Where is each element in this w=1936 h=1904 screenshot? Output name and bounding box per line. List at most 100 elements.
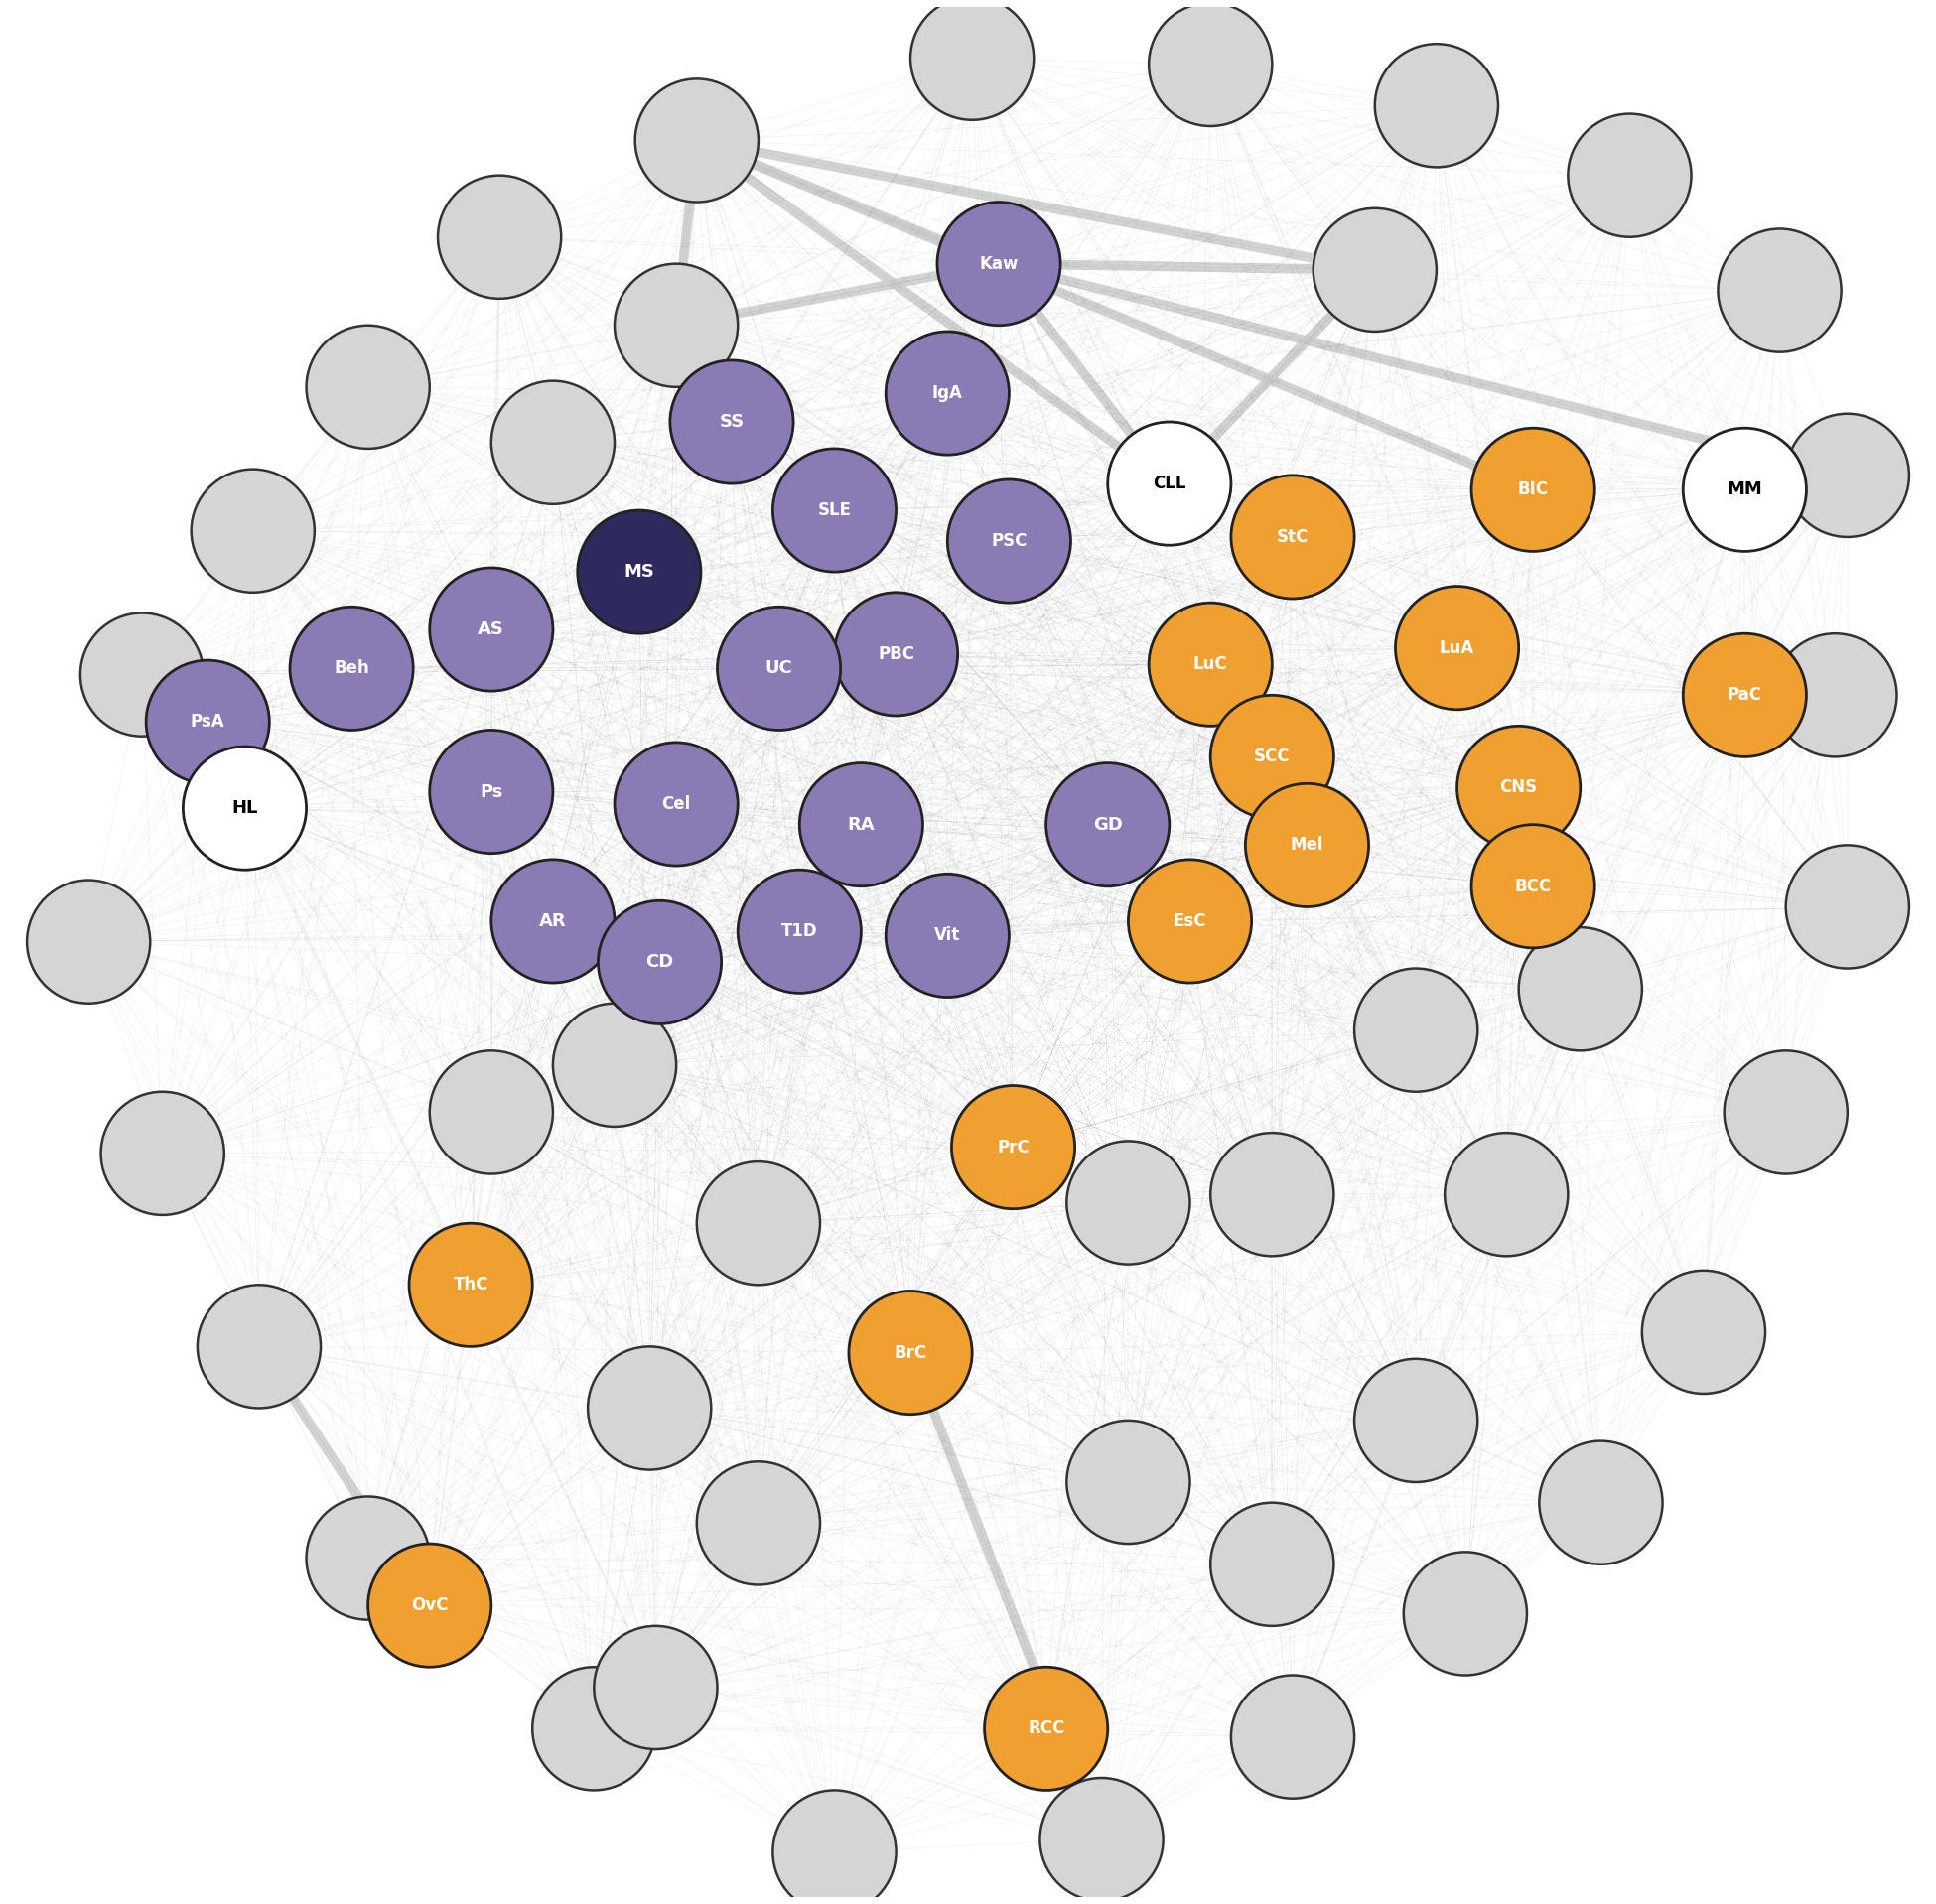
Circle shape: [1642, 1270, 1766, 1394]
Text: BIC: BIC: [1518, 482, 1549, 499]
Circle shape: [1355, 1359, 1477, 1481]
Circle shape: [594, 1626, 718, 1750]
Circle shape: [697, 1161, 821, 1285]
Text: IgA: IgA: [931, 385, 962, 402]
Circle shape: [1210, 1133, 1334, 1257]
Text: SLE: SLE: [817, 501, 852, 520]
Text: PaC: PaC: [1727, 685, 1762, 704]
Circle shape: [101, 1091, 225, 1215]
Circle shape: [577, 510, 701, 634]
Circle shape: [368, 1544, 492, 1668]
Text: Beh: Beh: [333, 659, 370, 678]
Text: EsC: EsC: [1173, 912, 1206, 931]
Text: Cel: Cel: [662, 796, 691, 813]
Circle shape: [718, 607, 840, 729]
Circle shape: [614, 265, 738, 387]
Text: SS: SS: [718, 413, 743, 430]
Circle shape: [430, 729, 554, 853]
Text: Kaw: Kaw: [980, 255, 1018, 272]
Circle shape: [1682, 634, 1806, 756]
Circle shape: [800, 764, 923, 885]
Circle shape: [1040, 1778, 1164, 1902]
Circle shape: [1313, 208, 1437, 331]
Text: HL: HL: [232, 800, 257, 817]
Circle shape: [670, 360, 794, 484]
Circle shape: [79, 613, 203, 737]
Text: CNS: CNS: [1500, 779, 1537, 796]
Text: MS: MS: [623, 564, 654, 581]
Circle shape: [887, 331, 1009, 455]
Text: MM: MM: [1727, 482, 1762, 499]
Text: PrC: PrC: [997, 1139, 1030, 1156]
Circle shape: [1682, 428, 1806, 552]
Circle shape: [635, 78, 759, 202]
Circle shape: [1717, 228, 1841, 352]
Circle shape: [1245, 784, 1369, 906]
Text: Vit: Vit: [935, 927, 960, 944]
Circle shape: [290, 607, 412, 729]
Circle shape: [1231, 476, 1355, 598]
Circle shape: [738, 870, 862, 994]
Circle shape: [1518, 927, 1642, 1051]
Circle shape: [910, 0, 1034, 120]
Text: CLL: CLL: [1152, 474, 1187, 493]
Circle shape: [1773, 634, 1897, 756]
Circle shape: [1471, 824, 1595, 948]
Text: BrC: BrC: [894, 1344, 927, 1361]
Text: GD: GD: [1094, 815, 1123, 834]
Circle shape: [614, 743, 738, 866]
Circle shape: [492, 859, 614, 982]
Text: OvC: OvC: [410, 1596, 449, 1615]
Circle shape: [192, 468, 314, 592]
Circle shape: [848, 1291, 972, 1415]
Circle shape: [772, 449, 896, 571]
Circle shape: [306, 1497, 430, 1620]
Circle shape: [1107, 423, 1231, 545]
Circle shape: [1148, 604, 1272, 725]
Circle shape: [1148, 2, 1272, 126]
Circle shape: [1444, 1133, 1568, 1257]
Circle shape: [1458, 725, 1580, 849]
Circle shape: [1210, 1502, 1334, 1626]
Text: RA: RA: [848, 815, 875, 834]
Circle shape: [1067, 1140, 1191, 1264]
Circle shape: [1129, 859, 1251, 982]
Text: LuC: LuC: [1193, 655, 1227, 674]
Circle shape: [1396, 586, 1518, 710]
Circle shape: [983, 1668, 1107, 1790]
Circle shape: [145, 661, 269, 784]
Circle shape: [1210, 695, 1334, 819]
Circle shape: [554, 1003, 676, 1127]
Text: CD: CD: [647, 954, 674, 971]
Text: PsA: PsA: [190, 712, 225, 731]
Circle shape: [937, 202, 1061, 326]
Text: Ps: Ps: [480, 783, 503, 802]
Circle shape: [438, 175, 561, 299]
Circle shape: [27, 880, 151, 1003]
Circle shape: [1045, 764, 1169, 885]
Circle shape: [492, 381, 614, 505]
Circle shape: [1725, 1051, 1847, 1175]
Circle shape: [953, 1085, 1074, 1209]
Circle shape: [1471, 428, 1595, 552]
Circle shape: [430, 1051, 554, 1175]
Text: T1D: T1D: [782, 923, 817, 941]
Circle shape: [834, 592, 958, 716]
Text: BCC: BCC: [1514, 878, 1551, 895]
Circle shape: [532, 1668, 656, 1790]
Circle shape: [1568, 114, 1692, 236]
Circle shape: [1785, 845, 1909, 969]
Circle shape: [1404, 1552, 1528, 1676]
Circle shape: [1231, 1676, 1355, 1799]
Circle shape: [184, 746, 306, 870]
Text: AS: AS: [478, 621, 505, 638]
Text: LuA: LuA: [1440, 640, 1475, 657]
Circle shape: [408, 1222, 532, 1346]
Text: RCC: RCC: [1028, 1719, 1065, 1738]
Text: UC: UC: [765, 659, 792, 678]
Text: AR: AR: [540, 912, 567, 931]
Circle shape: [1355, 969, 1477, 1091]
Circle shape: [306, 326, 430, 449]
Text: PBC: PBC: [877, 645, 914, 663]
Circle shape: [1067, 1420, 1191, 1544]
